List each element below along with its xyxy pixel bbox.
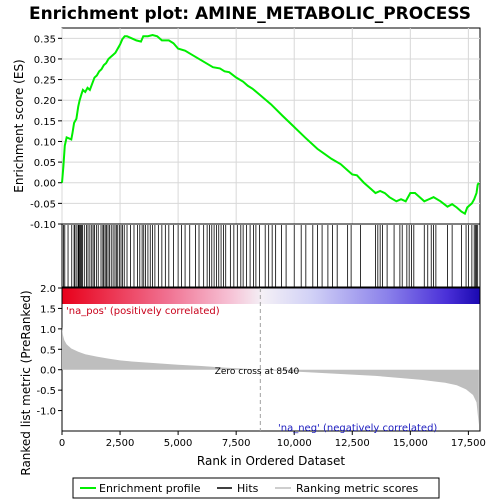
ranking-metric-area [62, 326, 479, 425]
hits-panel [61, 223, 481, 288]
es-tick-label: 0.35 [34, 34, 56, 45]
legend-enrichment-label: Enrichment profile [99, 482, 201, 495]
legend: Enrichment profile Hits Ranking metric s… [72, 477, 440, 499]
es-tick-label: 0.20 [34, 96, 56, 107]
es-tick-label: 0.15 [34, 117, 56, 128]
x-tick-label: 7,500 [222, 438, 251, 449]
x-tick-label: 0 [59, 438, 65, 449]
pos-correlated-label: 'na_pos' (positively correlated) [66, 306, 220, 317]
metric-tick-label: 1.5 [40, 304, 56, 315]
chart-title: Enrichment plot: AMINE_METABOLIC_PROCESS [29, 4, 471, 24]
metric-tick-label: 0.5 [40, 345, 56, 356]
metric-y-ticks: -1.0 -0.5 0.0 0.5 1.0 1.5 2.0 [36, 284, 62, 418]
x-tick-label: 10,000 [277, 438, 312, 449]
metric-panel: -1.0 -0.5 0.0 0.5 1.0 1.5 2.0 0 2,500 5,000 7,500… [19, 284, 486, 476]
es-tick-label: 0.00 [34, 179, 56, 190]
x-tick-label: 2,500 [106, 438, 135, 449]
metric-tick-label: 1.0 [40, 325, 56, 336]
x-tick-label: 5,000 [164, 438, 193, 449]
neg-correlated-label: 'na_neg' (negatively correlated) [278, 423, 437, 434]
metric-y-axis-label: Ranked list metric (PreRanked) [19, 290, 33, 475]
es-tick-label: 0.10 [34, 137, 56, 148]
zero-cross-label: Zero cross at 8540 [215, 367, 300, 377]
legend-metric-label: Ranking metric scores [296, 482, 418, 495]
x-tick-label: 15,000 [393, 438, 428, 449]
metric-tick-label: 2.0 [40, 284, 56, 295]
metric-tick-label: 0.0 [40, 366, 56, 377]
legend-hits-label: Hits [237, 482, 259, 495]
es-tick-label: -0.05 [30, 199, 56, 210]
x-axis-label: Rank in Ordered Dataset [197, 454, 345, 468]
hit-markers [62, 225, 479, 287]
es-tick-label: -0.10 [30, 220, 56, 231]
es-tick-label: 0.05 [34, 158, 56, 169]
rank-color-bar [62, 288, 480, 304]
hits-panel-frame [61, 223, 481, 288]
es-panel: -0.10 -0.05 0.00 0.05 0.10 0.15 0.20 0.25 0.30 0.… [12, 27, 481, 231]
es-tick-label: 0.30 [34, 55, 56, 66]
es-tick-label: 0.25 [34, 76, 56, 87]
es-y-axis-label: Enrichment score (ES) [12, 59, 26, 192]
metric-tick-label: -1.0 [36, 407, 56, 418]
legend-frame [72, 477, 440, 499]
x-tick-label: 17,500 [451, 438, 486, 449]
enrichment-profile-line [61, 33, 480, 216]
es-y-ticks: -0.10 -0.05 0.00 0.05 0.10 0.15 0.20 0.25 0.30 0.… [30, 34, 62, 231]
rank-gradient [62, 288, 480, 304]
metric-tick-label: -0.5 [36, 386, 56, 397]
x-axis-ticks: 0 2,500 5,000 7,500 10,000 12,500 15,000 17,500 [59, 431, 486, 449]
x-tick-label: 12,500 [335, 438, 370, 449]
